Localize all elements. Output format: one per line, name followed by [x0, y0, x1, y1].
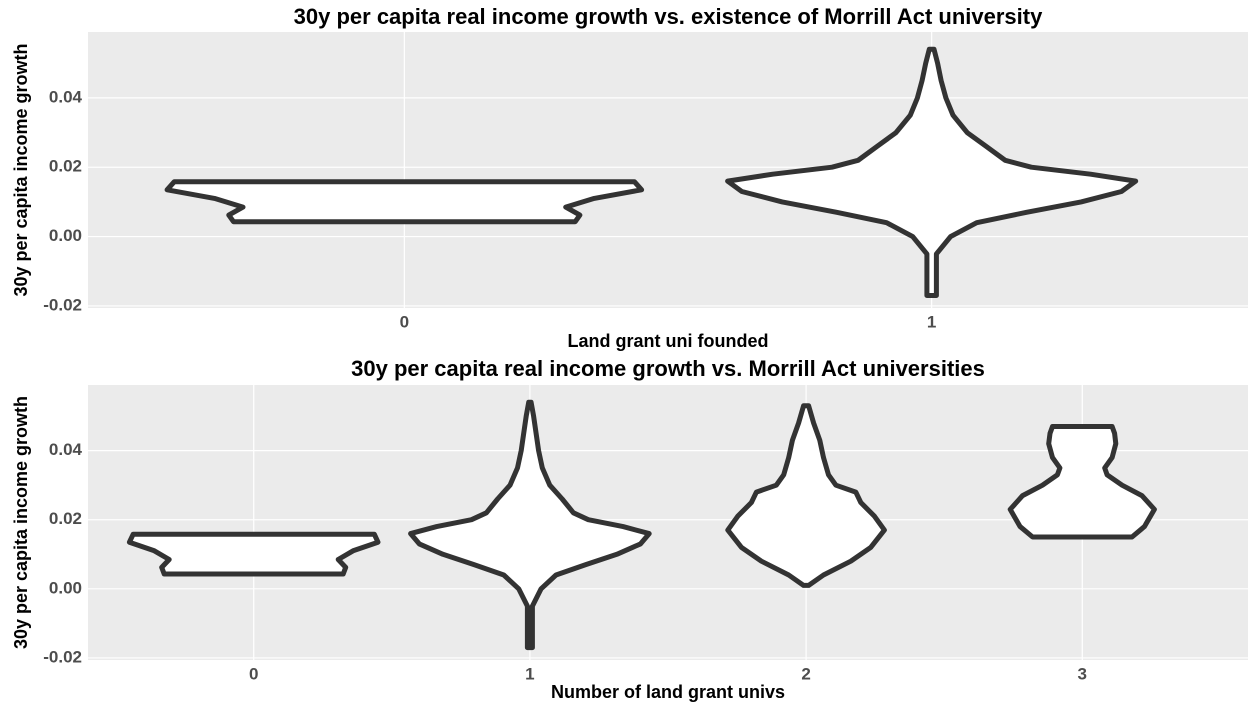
x-tick-label: 3	[1078, 664, 1087, 683]
x-tick-label: 0	[400, 312, 409, 331]
y-axis-label: 30y per capita income growth	[11, 43, 31, 296]
x-tick-label: 0	[249, 664, 258, 683]
chart-title: 30y per capita real income growth vs. ex…	[294, 4, 1043, 29]
y-tick-label: -0.02	[43, 647, 82, 666]
y-tick-label: 0.02	[49, 157, 82, 176]
violin	[1007, 424, 1157, 540]
y-axis-label: 30y per capita income growth	[11, 396, 31, 649]
violin	[408, 399, 652, 651]
x-axis-label: Land grant uni founded	[568, 331, 769, 351]
x-tick-label: 1	[927, 312, 936, 331]
x-axis-label: Number of land grant univs	[551, 682, 785, 702]
y-tick-label: -0.02	[43, 295, 82, 314]
y-tick-label: 0.04	[49, 440, 83, 459]
x-tick-label: 2	[801, 664, 810, 683]
chart-title: 30y per capita real income growth vs. Mo…	[351, 356, 985, 381]
y-tick-label: 0.04	[49, 87, 83, 106]
violin	[164, 179, 645, 225]
y-tick-label: 0.00	[49, 578, 82, 597]
violin	[725, 46, 1139, 298]
violin	[126, 531, 381, 577]
y-tick-label: 0.02	[49, 509, 82, 528]
y-tick-label: 0.00	[49, 226, 82, 245]
violin	[725, 403, 887, 588]
x-tick-label: 1	[525, 664, 534, 683]
